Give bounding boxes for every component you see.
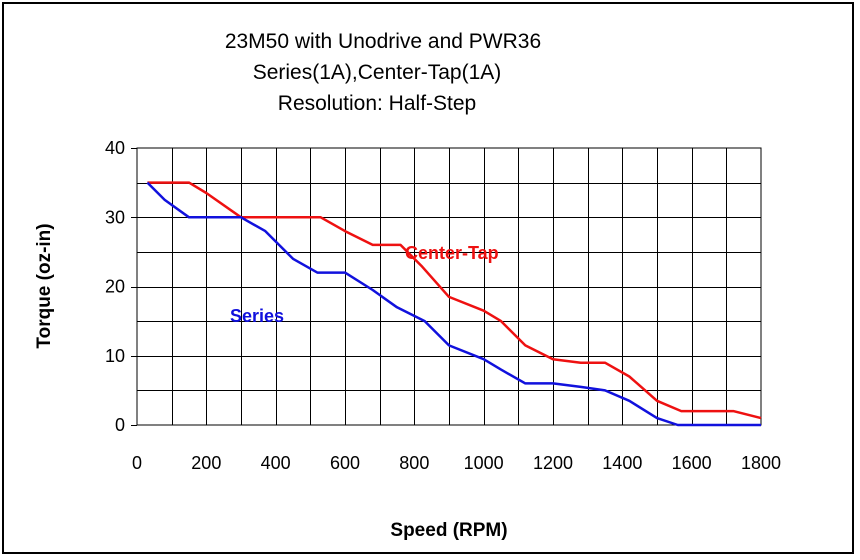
x-tick-label: 200 — [191, 453, 221, 473]
chart-frame — [2, 2, 854, 554]
x-tick-label: 400 — [261, 453, 291, 473]
x-axis-title: Speed (RPM) — [390, 520, 507, 541]
y-axis-title: Torque (oz-in) — [34, 223, 55, 348]
x-tick-label: 1200 — [533, 453, 573, 473]
y-tick-label: 40 — [105, 138, 125, 158]
label-series: Series — [230, 306, 284, 326]
title-line-2: Series(1A),Center-Tap(1A) — [253, 61, 502, 84]
y-tick-label: 30 — [105, 207, 125, 227]
x-tick-label: 1600 — [672, 453, 712, 473]
y-tick-label: 10 — [105, 346, 125, 366]
x-tick-label: 1000 — [464, 453, 504, 473]
y-tick-label: 20 — [105, 277, 125, 297]
y-tick-label: 0 — [115, 415, 125, 435]
series-line-center-tap — [147, 181, 762, 420]
x-tick-label: 0 — [132, 453, 142, 473]
x-tick-label: 1400 — [602, 453, 642, 473]
series-lines — [146, 181, 762, 427]
grid — [131, 147, 762, 426]
tick-labels: 0 200 400 600 800 1000 1200 1400 1600 1800 0 10 20 30… — [105, 138, 781, 473]
title-line-1: 23M50 with Unodrive and PWR36 — [225, 30, 541, 53]
series-line-series — [146, 181, 761, 427]
title-line-3: Resolution: Half-Step — [278, 92, 476, 115]
x-tick-label: 1800 — [741, 453, 781, 473]
chart-title: 23M50 with Unodrive and PWR36 Series(1A)… — [225, 30, 541, 115]
x-tick-label: 800 — [399, 453, 429, 473]
x-tick-label: 600 — [330, 453, 360, 473]
label-center-tap: Center-Tap — [405, 243, 499, 263]
